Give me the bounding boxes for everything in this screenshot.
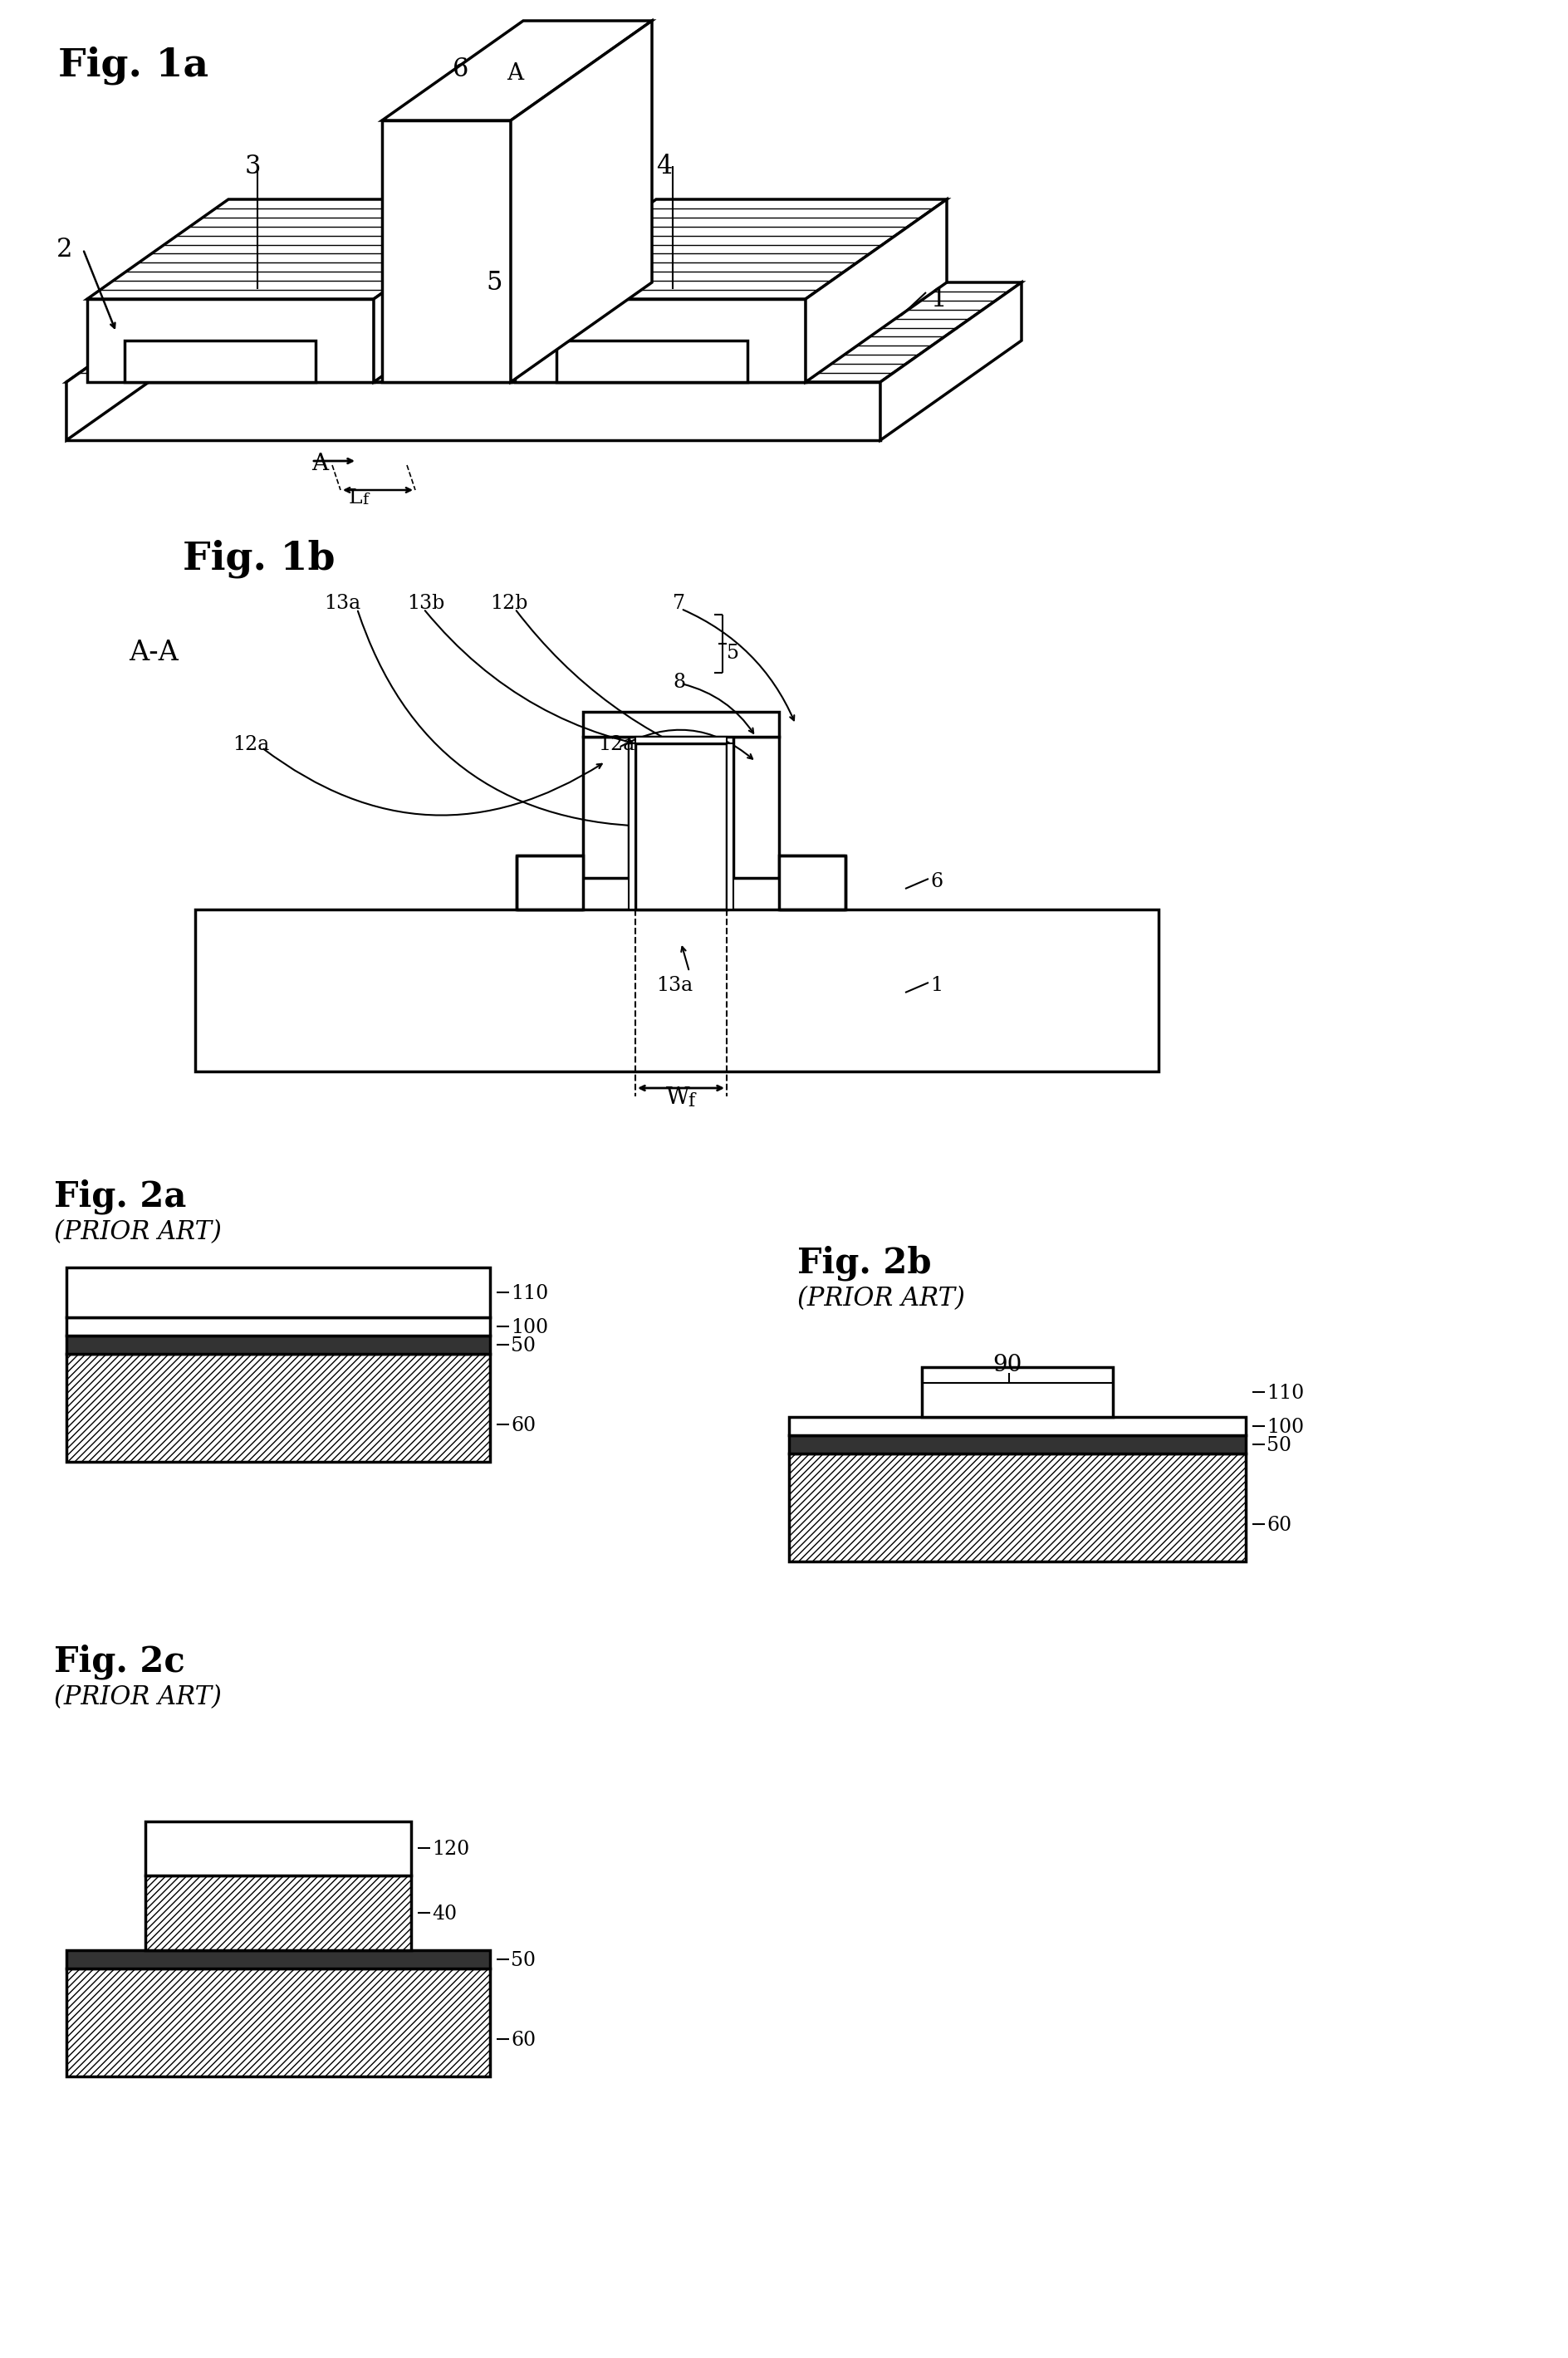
Polygon shape <box>88 299 373 382</box>
Text: 7: 7 <box>673 594 685 613</box>
Text: 5: 5 <box>726 644 739 663</box>
Text: 13a: 13a <box>655 976 693 995</box>
Bar <box>516 856 583 910</box>
Text: L: L <box>348 488 362 507</box>
Bar <box>124 340 315 382</box>
Polygon shape <box>66 283 207 441</box>
Text: A: A <box>506 61 524 85</box>
Text: 60: 60 <box>511 1417 536 1436</box>
Bar <box>583 736 629 877</box>
Text: 100: 100 <box>1267 1417 1305 1436</box>
Text: 13b: 13b <box>408 594 445 613</box>
Bar <box>922 1368 1113 1417</box>
Polygon shape <box>383 21 652 120</box>
Bar <box>779 856 845 910</box>
Bar <box>789 1453 1245 1561</box>
Text: A-A: A-A <box>129 639 179 665</box>
Bar <box>557 340 748 382</box>
Bar <box>66 1335 489 1353</box>
Text: 60: 60 <box>1267 1516 1292 1535</box>
Text: 120: 120 <box>431 1839 469 1858</box>
Text: Fig. 1a: Fig. 1a <box>58 45 209 85</box>
Text: Fig. 2b: Fig. 2b <box>797 1245 931 1280</box>
Bar <box>66 1353 489 1462</box>
Bar <box>66 1969 489 2077</box>
Text: 50: 50 <box>1267 1436 1292 1455</box>
Text: A: A <box>312 453 328 474</box>
Bar <box>629 743 635 910</box>
Text: f: f <box>362 493 368 507</box>
Bar <box>66 1318 489 1335</box>
Polygon shape <box>514 299 806 382</box>
Text: 60: 60 <box>511 2030 536 2049</box>
Text: 40: 40 <box>431 1905 456 1924</box>
Text: 5: 5 <box>486 269 502 295</box>
Text: 110: 110 <box>511 1285 549 1304</box>
Bar <box>146 1875 411 1950</box>
Bar <box>734 736 779 877</box>
Text: 100: 100 <box>511 1318 549 1337</box>
Polygon shape <box>511 21 652 382</box>
Polygon shape <box>880 283 1021 441</box>
Polygon shape <box>514 200 947 299</box>
Polygon shape <box>373 200 514 382</box>
Text: 4: 4 <box>655 153 673 179</box>
Text: 50: 50 <box>511 1950 536 1971</box>
Text: 12a: 12a <box>597 736 635 755</box>
Text: 110: 110 <box>1267 1384 1305 1403</box>
Text: 1: 1 <box>930 976 942 995</box>
Bar <box>635 736 726 743</box>
Text: W: W <box>666 1087 690 1108</box>
Text: 12b: 12b <box>489 594 528 613</box>
Text: (PRIOR ART): (PRIOR ART) <box>797 1285 964 1311</box>
Bar <box>583 712 779 736</box>
Text: 6: 6 <box>453 57 469 83</box>
Polygon shape <box>66 283 1021 382</box>
Text: 13a: 13a <box>325 594 361 613</box>
Polygon shape <box>66 382 880 441</box>
Text: Fig. 2c: Fig. 2c <box>53 1644 185 1679</box>
Bar <box>635 743 726 910</box>
Bar <box>789 1417 1245 1436</box>
Text: Fig. 1b: Fig. 1b <box>183 540 336 578</box>
Text: Fig. 2a: Fig. 2a <box>53 1179 187 1214</box>
Text: 50: 50 <box>511 1337 536 1356</box>
Text: 6: 6 <box>930 872 942 891</box>
Text: 1: 1 <box>930 288 947 311</box>
Polygon shape <box>511 233 549 299</box>
Bar <box>146 1820 411 1875</box>
Text: 8: 8 <box>673 672 685 691</box>
Text: (PRIOR ART): (PRIOR ART) <box>53 1219 221 1245</box>
Text: 12a: 12a <box>232 736 270 755</box>
Text: 2: 2 <box>56 236 72 262</box>
Text: (PRIOR ART): (PRIOR ART) <box>53 1684 221 1710</box>
Text: 3: 3 <box>245 153 262 179</box>
Polygon shape <box>383 120 511 382</box>
Bar <box>726 743 734 910</box>
Text: 90: 90 <box>993 1353 1022 1377</box>
Bar <box>789 1436 1245 1453</box>
Bar <box>66 1950 489 1969</box>
Bar <box>66 1269 489 1318</box>
Polygon shape <box>806 200 947 382</box>
Bar <box>194 910 1159 1071</box>
Text: f: f <box>688 1092 695 1111</box>
Polygon shape <box>511 182 619 233</box>
Polygon shape <box>88 200 514 299</box>
